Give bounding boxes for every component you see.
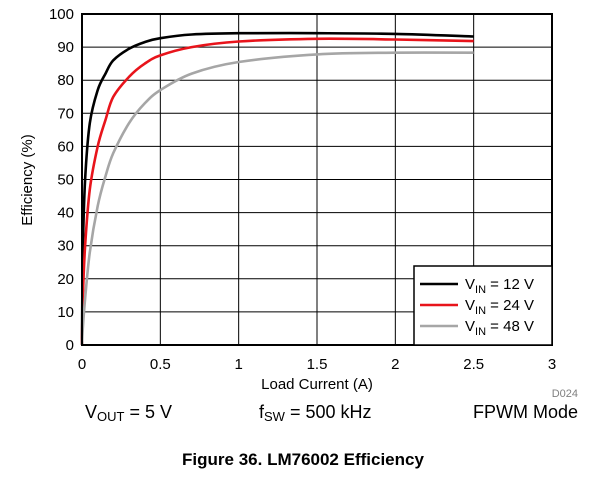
fsw-condition: fSW = 500 kHz [259, 402, 372, 424]
y-tick-label: 10 [57, 304, 74, 321]
plot-frame [81, 13, 553, 346]
y-tick-label: 40 [57, 205, 74, 222]
fsw-value: = 500 kHz [284, 402, 372, 422]
x-tick-label: 0 [78, 356, 86, 373]
vout-condition: VOUT = 5 V [85, 402, 172, 424]
y-tick-label: 0 [66, 337, 74, 354]
x-tick-label: 3 [548, 356, 556, 373]
x-axis-label: Load Current (A) [261, 376, 373, 393]
mode-condition: FPWM Mode [473, 402, 579, 422]
series-line-3 [80, 51, 474, 346]
y-tick-label: 20 [57, 271, 74, 288]
series-lines [80, 31, 474, 346]
y-tick-label: 100 [49, 6, 74, 23]
series-line-1 [80, 31, 474, 346]
x-tick-label: 2 [391, 356, 399, 373]
legend-label-2: VIN = 24 V [465, 297, 534, 317]
legend-label-1: VIN = 12 V [465, 276, 534, 296]
legend-label-3: VIN = 48 V [465, 318, 534, 338]
x-tick-label: 0.5 [150, 356, 171, 373]
figure-code: D024 [552, 388, 578, 400]
y-tick-label: 90 [57, 39, 74, 56]
y-tick-label: 70 [57, 105, 74, 122]
x-tick-label: 1 [234, 356, 242, 373]
vout-subscript: OUT [97, 409, 125, 424]
x-tick-label: 2.5 [463, 356, 484, 373]
fsw-subscript: SW [264, 409, 285, 424]
vout-value: = 5 V [124, 402, 172, 422]
y-tick-label: 80 [57, 72, 74, 89]
series-line-2 [80, 37, 474, 346]
figure-caption: Figure 36. LM76002 Efficiency [182, 450, 424, 469]
y-tick-label: 30 [57, 238, 74, 255]
y-tick-label: 50 [57, 172, 74, 189]
y-tick-label: 60 [57, 138, 74, 155]
y-axis-label: Efficiency (%) [19, 134, 36, 225]
fsw-symbol: f [259, 402, 265, 422]
vout-symbol: V [85, 402, 98, 422]
x-tick-label: 1.5 [307, 356, 328, 373]
